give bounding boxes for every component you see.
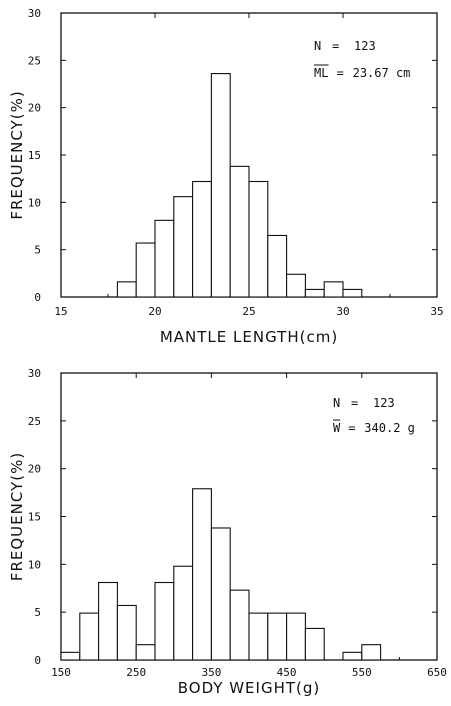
x-tick-label: 550 [352, 666, 372, 679]
n-equals: = [332, 39, 339, 53]
x-tick-label: 35 [430, 305, 443, 318]
n-label: N [333, 396, 340, 410]
y-tick-label: 0 [34, 291, 41, 304]
histogram-bar [154, 219, 175, 298]
x-tick-label: 15 [54, 305, 67, 318]
histogram-bar [229, 165, 250, 298]
y-tick-label: 30 [28, 7, 41, 20]
mantle-length-histogram: 0 5 10 15 20 25 30 15 20 25 30 35 MANTLE LENGTH(cm) F… [8, 7, 444, 346]
histogram-bar [342, 651, 363, 661]
mean-equals: = [337, 66, 344, 80]
y-axis-title: FREQUENCY(%) [8, 452, 26, 581]
histogram-bar [286, 273, 306, 298]
histogram-bar [210, 73, 231, 298]
histogram-bar [79, 612, 100, 661]
histogram-bar [248, 180, 269, 298]
x-axis-title: MANTLE LENGTH(cm) [160, 328, 338, 346]
mean-label: ML [314, 66, 328, 80]
histogram-bar [98, 581, 118, 661]
n-label: N [314, 39, 321, 53]
histogram-bar [248, 612, 269, 661]
x-tick-label: 450 [277, 666, 297, 679]
mean-value: 23.67 cm [353, 66, 411, 80]
x-tick-label: 150 [51, 666, 71, 679]
histogram-bar [135, 242, 156, 298]
n-value: 123 [354, 39, 376, 53]
histogram-bar [342, 288, 363, 298]
y-tick-label: 25 [28, 54, 41, 67]
histogram-bar [304, 288, 325, 298]
y-tick-label: 5 [34, 606, 41, 619]
x-axis-title: BODY WEIGHT(g) [178, 679, 321, 697]
histogram-bar [192, 180, 212, 298]
mean-equals: = [348, 421, 355, 435]
histogram-bar [304, 627, 325, 661]
histogram-bar [154, 581, 175, 661]
mean-label: W [333, 421, 341, 435]
x-tick-label: 350 [201, 666, 221, 679]
histogram-bar [192, 488, 212, 661]
histogram-bar [361, 644, 382, 661]
histogram-bar [60, 651, 81, 661]
y-tick-label: 10 [28, 196, 41, 209]
histogram-bar [323, 281, 344, 298]
x-tick-label: 20 [148, 305, 161, 318]
histogram-bar [116, 604, 137, 661]
mantle-length-plot: 0 5 10 15 20 25 30 15 20 25 30 35 MANTLE LENGTH(cm) F… [8, 7, 444, 346]
y-tick-label: 20 [28, 463, 41, 476]
histogram-bar [173, 565, 194, 661]
histogram-bar [135, 644, 156, 661]
x-tick-label: 25 [242, 305, 255, 318]
y-tick-label: 25 [28, 415, 41, 428]
y-tick-label: 0 [34, 654, 41, 667]
y-tick-label: 30 [28, 367, 41, 380]
y-tick-label: 20 [28, 102, 41, 115]
mean-value: 340.2 g [364, 421, 415, 435]
y-tick-label: 10 [28, 558, 41, 571]
histogram-bar [116, 281, 137, 298]
body-weight-plot: 0 5 10 15 20 25 30 150 250 350 450 550 650 BODY WEIGH… [8, 367, 447, 697]
x-tick-label: 250 [126, 666, 146, 679]
y-tick-label: 5 [34, 244, 41, 257]
n-equals: = [351, 396, 358, 410]
histogram-bar [229, 589, 250, 661]
histogram-bar [173, 196, 194, 298]
y-tick-label: 15 [28, 149, 41, 162]
n-value: 123 [373, 396, 395, 410]
y-axis-title: FREQUENCY(%) [8, 90, 26, 219]
x-tick-label: 30 [336, 305, 349, 318]
x-tick-label: 650 [427, 666, 447, 679]
y-tick-label: 15 [28, 511, 41, 524]
histogram-bar [286, 612, 306, 661]
body-weight-histogram: 0 5 10 15 20 25 30 150 250 350 450 550 650 BODY WEIGH… [0, 353, 451, 706]
histogram-bar [267, 612, 288, 661]
histogram-bar [210, 527, 231, 661]
histogram-bar [267, 234, 288, 298]
